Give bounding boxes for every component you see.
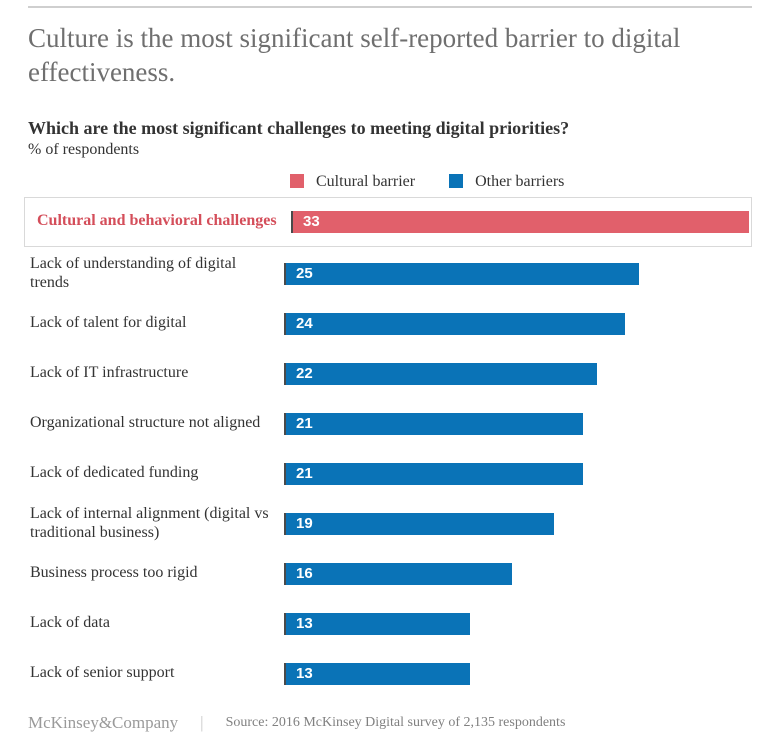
bar-track: 25 [284,263,752,285]
bar-value: 21 [286,415,313,432]
chart-row: Business process too rigid16 [24,553,752,595]
square-icon [290,174,304,188]
row-label: Lack of talent for digital [24,314,284,332]
bar-value: 13 [286,615,313,632]
bar: 24 [286,313,625,335]
source-text: Source: 2016 McKinsey Digital survey of … [226,715,566,731]
bar: 22 [286,363,597,385]
row-label: Organizational structure not aligned [24,414,284,432]
legend-label-other: Other barriers [475,173,564,190]
footer-divider: | [200,713,203,733]
bar: 19 [286,513,554,535]
legend-item-other: Other barriers [449,173,564,191]
chart-row: Lack of IT infrastructure22 [24,353,752,395]
row-label: Lack of understanding of digital trends [24,255,284,292]
bar: 21 [286,413,583,435]
chart-row: Organizational structure not aligned21 [24,403,752,445]
bar: 33 [293,211,749,233]
row-label: Business process too rigid [24,564,284,582]
bar: 21 [286,463,583,485]
bar-track: 33 [291,211,749,233]
chart-row: Cultural and behavioral challenges33 [31,203,749,241]
bar-track: 19 [284,513,752,535]
chart-question: Which are the most significant challenge… [28,118,740,139]
chart-row: Lack of senior support13 [24,653,752,695]
bar-track: 13 [284,663,752,685]
square-icon [449,174,463,188]
footer: McKinsey&Company | Source: 2016 McKinsey… [28,713,780,733]
divider-top [28,6,752,8]
row-label: Cultural and behavioral challenges [31,212,291,230]
row-label: Lack of IT infrastructure [24,364,284,382]
row-label: Lack of dedicated funding [24,464,284,482]
bar-track: 13 [284,613,752,635]
bar-value: 33 [293,213,320,230]
bar-track: 21 [284,463,752,485]
highlight-box: Cultural and behavioral challenges33 [24,197,752,247]
row-label: Lack of internal alignment (digital vs t… [24,505,284,542]
bar: 25 [286,263,639,285]
chart-row: Lack of understanding of digital trends2… [24,253,752,295]
bar-value: 24 [286,315,313,332]
chart-legend: Cultural barrier Other barriers [290,173,780,191]
bar: 13 [286,663,470,685]
bar-value: 13 [286,665,313,682]
legend-item-cultural: Cultural barrier [290,173,415,191]
chart-row: Lack of internal alignment (digital vs t… [24,503,752,545]
row-label: Lack of senior support [24,664,284,682]
brand-logo-text: McKinsey&Company [28,713,178,733]
bar-track: 24 [284,313,752,335]
chart-row: Lack of data13 [24,603,752,645]
bar-track: 16 [284,563,752,585]
legend-label-cultural: Cultural barrier [316,173,415,190]
bar-value: 16 [286,565,313,582]
bar: 16 [286,563,512,585]
row-label: Lack of data [24,614,284,632]
bar-value: 22 [286,365,313,382]
page-title: Culture is the most significant self-rep… [28,22,740,90]
bar-value: 19 [286,515,313,532]
bar-value: 21 [286,465,313,482]
bar: 13 [286,613,470,635]
bar-track: 22 [284,363,752,385]
chart-row: Lack of talent for digital24 [24,303,752,345]
chart-sublabel: % of respondents [28,141,780,159]
bar-value: 25 [286,265,313,282]
chart-row: Lack of dedicated funding21 [24,453,752,495]
bar-track: 21 [284,413,752,435]
bar-chart: Cultural and behavioral challenges33 Lack… [24,197,752,695]
